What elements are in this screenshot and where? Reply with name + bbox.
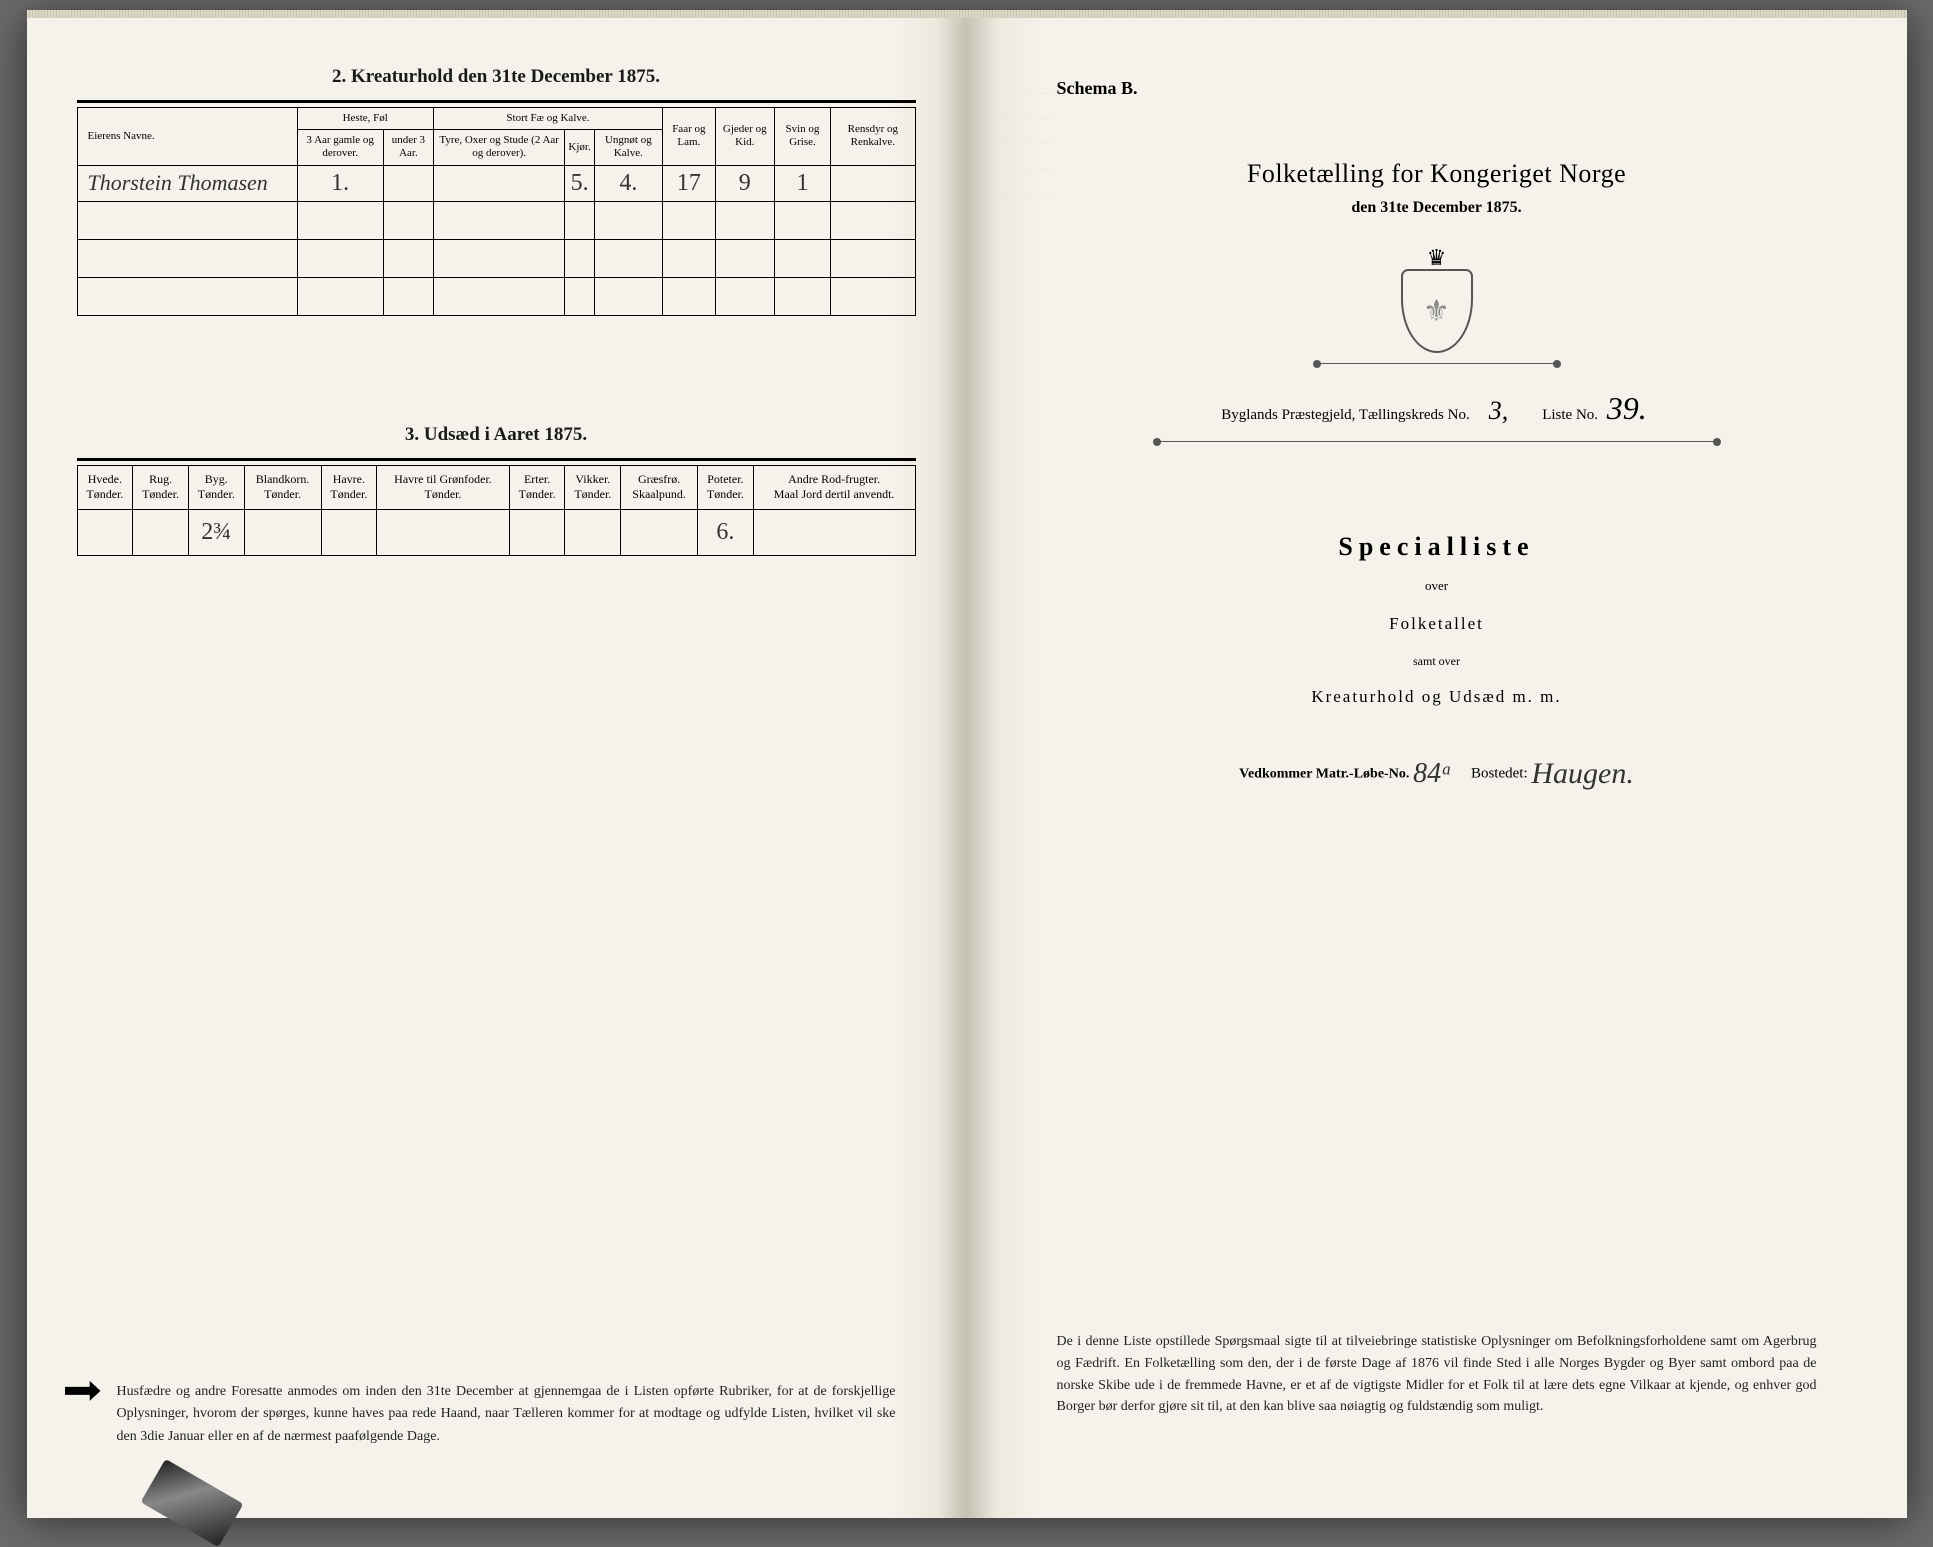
th-seed: Vikker.Tønder. <box>565 465 621 509</box>
folketallet: Folketallet <box>1017 614 1857 634</box>
th-heste: Heste, Føl <box>297 108 433 130</box>
ornament-rule <box>1157 441 1717 442</box>
th-seed: Byg.Tønder. <box>188 465 244 509</box>
cell <box>77 509 133 555</box>
th-rens: Rensdyr og Renkalve. <box>831 108 915 166</box>
cell <box>377 509 510 555</box>
samt-over: samt over <box>1017 654 1857 669</box>
th-seed: Erter.Tønder. <box>509 465 565 509</box>
cell: 9 <box>739 170 751 196</box>
th-oxer: Tyre, Oxer og Stude (2 Aar og derover). <box>433 130 565 165</box>
bostedet-line: Vedkommer Matr.-Løbe-No. 84ᵃ Bostedet: H… <box>1017 757 1857 791</box>
cell <box>565 509 621 555</box>
census-date: den 31te December 1875. <box>1017 199 1857 217</box>
section2-title: 2. Kreaturhold den 31te December 1875. <box>77 66 916 88</box>
table-row: Thorstein Thomasen 1. 5. 4. 17 9 1 <box>77 165 915 201</box>
livestock-table: Eierens Navne. Heste, Føl Stort Fæ og Ka… <box>77 107 916 316</box>
ornament-rule <box>1317 363 1557 364</box>
owner-name: Thorstein Thomasen <box>88 170 268 195</box>
spine-shadow <box>936 18 966 1518</box>
cell: 1 <box>796 170 808 196</box>
cell: 1. <box>331 170 349 196</box>
cell: 17 <box>677 170 701 196</box>
cell <box>321 509 377 555</box>
table-row <box>77 277 915 315</box>
th-seed: Græsfrø.Skaalpund. <box>621 465 698 509</box>
pointing-hand-icon <box>65 1381 101 1401</box>
shield-icon: ⚜ <box>1401 269 1473 353</box>
cell: 2¾ <box>188 509 244 555</box>
right-page: ........ .......... .............. .... … <box>967 18 1907 1518</box>
census-title: Folketælling for Kongeriget Norge <box>1017 159 1857 189</box>
cell <box>244 509 321 555</box>
table-row: 2¾ 6. <box>77 509 915 555</box>
th-faar: Faar og Lam. <box>662 108 715 166</box>
table-row <box>77 239 915 277</box>
bostedet-label: Bostedet: <box>1471 765 1528 781</box>
th-seed: Blandkorn.Tønder. <box>244 465 321 509</box>
cell <box>753 509 915 555</box>
th-owner: Eierens Navne. <box>77 108 297 166</box>
rule <box>77 458 916 461</box>
liste-label: Liste No. <box>1542 407 1598 423</box>
kreds-no: 3, <box>1473 396 1523 426</box>
th-ung: Ungnøt og Kalve. <box>594 130 662 165</box>
matr-label: Vedkommer Matr.-Løbe-No. <box>1239 766 1409 781</box>
schema-label: Schema B. <box>1057 78 1857 99</box>
th-seed: Havre til Grønfoder.Tønder. <box>377 465 510 509</box>
coat-of-arms-icon: ♛ ⚜ <box>1017 247 1857 353</box>
th-seed: Andre Rod-frugter.Maal Jord dertil anven… <box>753 465 915 509</box>
th-seed: Rug.Tønder. <box>133 465 189 509</box>
cell <box>133 509 189 555</box>
cell: 4. <box>619 170 637 196</box>
notice-text: Husfædre og andre Foresatte anmodes om i… <box>117 1381 896 1448</box>
binder-clip <box>140 1459 243 1547</box>
cell: 5. <box>571 170 589 196</box>
kreaturhold: Kreaturhold og Udsæd m. m. <box>1017 687 1857 707</box>
th-svin: Svin og Grise. <box>774 108 830 166</box>
left-page: 2. Kreaturhold den 31te December 1875. E… <box>27 18 967 1518</box>
kreds-prefix: Byglands Præstegjeld, Tællingskreds No. <box>1221 407 1469 423</box>
th-gjeder: Gjeder og Kid. <box>715 108 774 166</box>
table-row <box>77 201 915 239</box>
liste-no: 39. <box>1602 390 1652 427</box>
kreds-line: Byglands Præstegjeld, Tællingskreds No. … <box>1017 390 1857 427</box>
th-heste-u3: under 3 Aar. <box>383 130 433 165</box>
th-seed: Hvede.Tønder. <box>77 465 133 509</box>
notice-body: Husfædre og andre Foresatte anmodes om i… <box>117 1384 896 1444</box>
page-edge <box>27 10 1907 18</box>
seed-table: Hvede.Tønder.Rug.Tønder.Byg.Tønder.Bland… <box>77 465 916 556</box>
cell <box>621 509 698 555</box>
footnote: De i denne Liste opstillede Spørgsmaal s… <box>1057 1331 1817 1418</box>
cell <box>509 509 565 555</box>
section3-title: 3. Udsæd i Aaret 1875. <box>77 424 916 446</box>
place-name: Haugen. <box>1531 757 1633 790</box>
th-kjor: Kjør. <box>565 130 594 165</box>
th-heste-3up: 3 Aar gamle og derover. <box>297 130 383 165</box>
book-spread: 2. Kreaturhold den 31te December 1875. E… <box>27 18 1907 1518</box>
rule <box>77 100 916 103</box>
crown-icon: ♛ <box>1427 247 1447 269</box>
th-seed: Havre.Tønder. <box>321 465 377 509</box>
specialliste: Specialliste <box>1017 532 1857 562</box>
matr-no: 84ᵃ <box>1413 758 1452 789</box>
th-seed: Poteter.Tønder. <box>698 465 754 509</box>
over: over <box>1017 578 1857 594</box>
cell: 6. <box>698 509 754 555</box>
th-stortfe: Stort Fæ og Kalve. <box>433 108 662 130</box>
spine-shadow <box>967 18 997 1518</box>
